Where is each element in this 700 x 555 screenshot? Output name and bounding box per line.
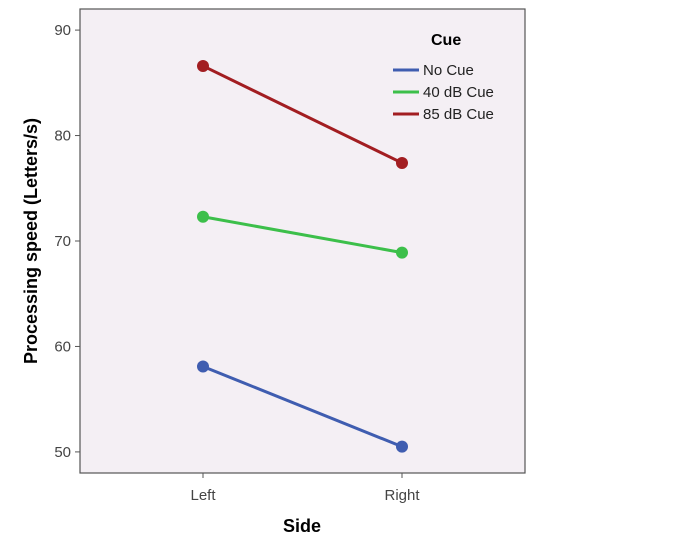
x-tick-label: Right	[384, 487, 420, 504]
data-point	[396, 440, 408, 453]
data-point	[396, 156, 408, 169]
data-point	[197, 210, 209, 223]
y-tick-label: 90	[54, 22, 71, 39]
series-line	[202, 64, 403, 165]
y-axis-title: Processing speed (Letters/s)	[21, 118, 41, 364]
y-tick-label: 70	[54, 233, 71, 250]
x-tick-label: Left	[190, 487, 216, 504]
legend-label: 85 dB Cue	[423, 106, 494, 123]
y-tick-label: 80	[54, 128, 71, 145]
series-group	[197, 59, 408, 453]
legend-title: Cue	[431, 32, 461, 49]
series-line	[202, 365, 403, 449]
y-tick-label: 50	[54, 444, 71, 461]
x-axis: Left Right	[190, 473, 420, 504]
data-point	[396, 246, 408, 259]
y-axis: 50 60 70 80 90	[54, 22, 80, 461]
series-line	[202, 215, 403, 255]
legend-label: 40 dB Cue	[423, 84, 494, 101]
legend-label: No Cue	[423, 62, 474, 79]
legend: Cue No Cue 40 dB Cue 85 dB Cue	[393, 32, 494, 123]
y-tick-label: 60	[54, 338, 71, 355]
plot-area	[79, 8, 526, 474]
x-axis-title: Side	[283, 516, 321, 536]
data-point	[197, 59, 209, 72]
data-point	[197, 360, 209, 373]
